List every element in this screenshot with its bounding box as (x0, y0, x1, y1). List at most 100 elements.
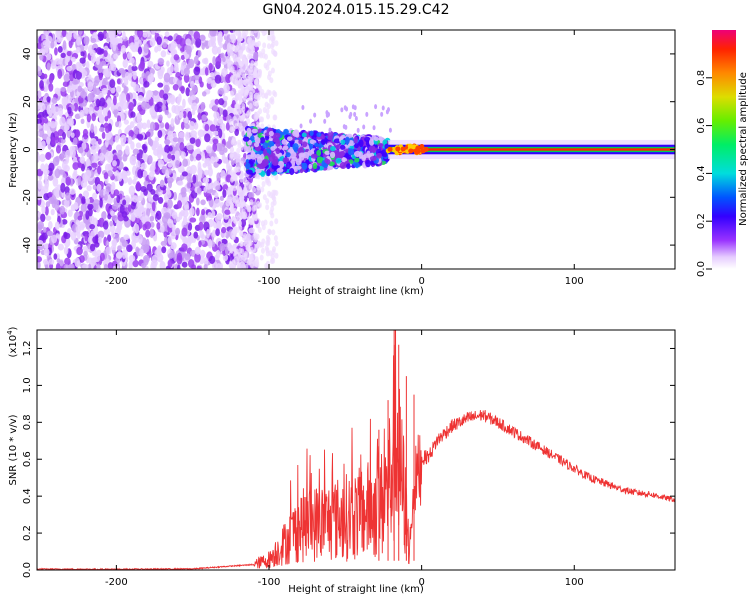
heat-cell (258, 116, 263, 123)
heat-cell (197, 112, 202, 121)
heat-cell (221, 226, 227, 234)
heat-cell (48, 259, 55, 265)
heat-cell (153, 90, 159, 96)
heat-cell (211, 229, 217, 238)
heat-cell (176, 264, 181, 269)
heat-cell (64, 124, 70, 131)
heat-cell (253, 204, 258, 211)
heat-cell (128, 254, 136, 262)
heat-cell (163, 93, 169, 101)
heat-cell (95, 57, 101, 66)
spectrogram-ylabel: Frequency (Hz) (8, 112, 19, 188)
heat-cell (115, 121, 120, 128)
heat-cell (168, 145, 173, 152)
heat-cell (253, 215, 258, 222)
heat-cell (99, 189, 104, 196)
heat-cell (79, 57, 86, 64)
heat-cell (354, 150, 361, 158)
heat-cell (217, 115, 224, 124)
heat-cell (128, 129, 134, 138)
y-tick-label: 0.0 (22, 562, 33, 578)
heat-cell (236, 56, 241, 63)
heat-cell (79, 156, 86, 164)
heat-cell (214, 156, 219, 163)
heat-cell (222, 43, 228, 50)
heat-cell (208, 239, 213, 249)
heat-cell (237, 92, 242, 99)
heat-cell (104, 68, 111, 78)
heat-cell (212, 138, 219, 145)
heat-cell (358, 139, 364, 148)
heat-cell (47, 191, 53, 198)
heat-cell (57, 69, 63, 79)
heat-cell (204, 123, 210, 132)
heat-cell (45, 35, 53, 43)
heat-cell (47, 230, 54, 237)
heat-cell (191, 102, 198, 111)
heat-cell (324, 150, 331, 156)
heat-cell (147, 155, 153, 165)
heat-cell (369, 152, 375, 157)
heat-cell (253, 141, 260, 148)
heat-cell (149, 166, 154, 173)
heat-cell (183, 237, 188, 245)
heat-cell (295, 158, 302, 166)
heat-cell (229, 247, 234, 254)
heat-cell (229, 43, 234, 50)
heat-cell (376, 152, 382, 159)
colorbar-tick-label: 0.0 (696, 261, 707, 277)
heat-cell (46, 53, 52, 61)
heat-cell (105, 132, 112, 141)
heat-cell (175, 34, 183, 45)
heat-cell (43, 83, 49, 93)
heat-cell (149, 121, 156, 132)
heat-cell (89, 129, 95, 139)
heat-cell (150, 221, 155, 228)
heat-cell (43, 73, 48, 79)
heat-cell (179, 141, 185, 151)
heat-cell (37, 260, 41, 269)
heat-cell (245, 45, 250, 52)
heat-cell (101, 87, 108, 95)
heat-cell (105, 151, 112, 158)
heat-cell (237, 109, 242, 116)
heat-cell (227, 218, 233, 224)
heat-cell (193, 231, 199, 239)
heat-cell (95, 98, 100, 108)
heat-cell (310, 153, 318, 159)
heat-cell (170, 230, 177, 240)
heat-cell (42, 226, 47, 233)
heat-cell (246, 118, 251, 125)
heat-cell (371, 146, 377, 154)
heat-cell (110, 63, 117, 72)
heat-cell (143, 188, 148, 196)
heat-cell (48, 162, 55, 172)
heat-cell (40, 213, 46, 223)
heat-cell (167, 218, 174, 228)
heat-cell (172, 84, 179, 91)
snr-frame (36, 329, 676, 571)
heat-cell (186, 181, 192, 189)
heat-cell (92, 236, 99, 244)
heat-cell (145, 229, 151, 238)
heat-cell (90, 144, 97, 155)
colorbar (712, 30, 736, 269)
heat-cell (80, 179, 88, 188)
heat-cell (214, 192, 219, 199)
heat-cell (42, 95, 49, 103)
heat-cell (121, 251, 126, 259)
heat-cell (233, 228, 238, 235)
heat-cell (257, 202, 262, 209)
heat-cell (285, 152, 291, 158)
heat-cell (98, 152, 105, 162)
heat-cell (166, 186, 171, 195)
heat-cell (170, 64, 174, 73)
heat-cell (67, 209, 73, 217)
heat-cell (234, 200, 239, 207)
heat-cell (256, 173, 261, 180)
heat-cell (146, 183, 153, 193)
heat-cell (236, 261, 241, 268)
heat-cell (387, 146, 393, 152)
heat-cell (121, 211, 128, 218)
heat-cell (120, 134, 127, 144)
